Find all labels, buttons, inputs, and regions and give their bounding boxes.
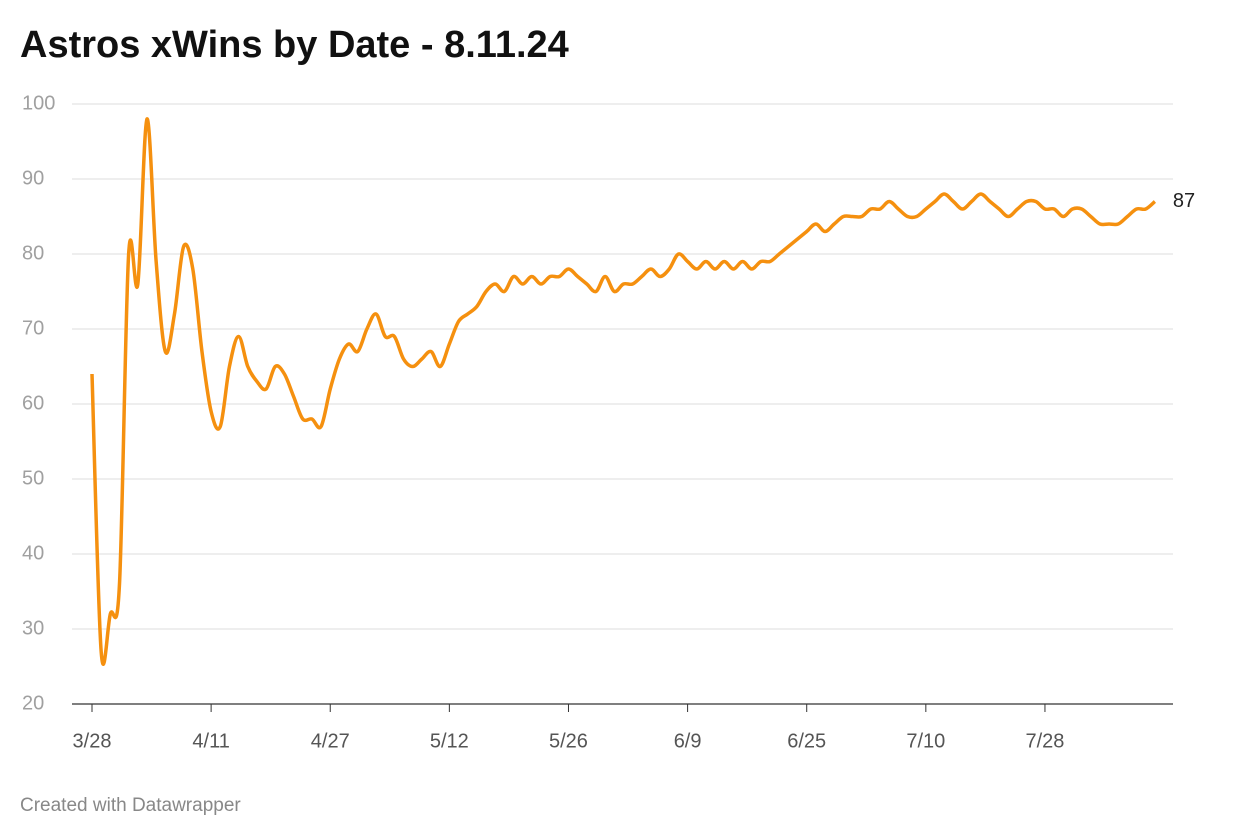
y-tick-label: 100 xyxy=(22,92,55,114)
x-tick-label: 6/9 xyxy=(674,730,702,752)
x-tick-label: 5/26 xyxy=(549,730,588,752)
x-tick-label: 7/10 xyxy=(906,730,945,752)
footer: Created with Datawrapper xyxy=(20,795,241,816)
y-tick-label: 60 xyxy=(22,392,44,414)
y-tick-label: 40 xyxy=(22,542,44,564)
x-tick-label: 4/11 xyxy=(192,730,229,752)
x-tick-label: 4/27 xyxy=(311,730,350,752)
x-tick-label: 3/28 xyxy=(73,730,112,752)
end-label: 87 xyxy=(1173,190,1195,212)
chart-title: Astros xWins by Date - 8.11.24 xyxy=(20,24,569,66)
x-tick-label: 5/12 xyxy=(430,730,469,752)
line xyxy=(90,117,1157,666)
y-tick-label: 30 xyxy=(22,617,44,639)
y-tick-label: 90 xyxy=(22,167,44,189)
y-tick-label: 50 xyxy=(22,467,44,489)
y-tick-label: 70 xyxy=(22,317,44,339)
y-tick-label: 80 xyxy=(22,242,44,264)
y-tick-label: 20 xyxy=(22,692,44,714)
x-tick-label: 7/28 xyxy=(1025,730,1064,752)
x-tick-label: 6/25 xyxy=(787,730,826,752)
